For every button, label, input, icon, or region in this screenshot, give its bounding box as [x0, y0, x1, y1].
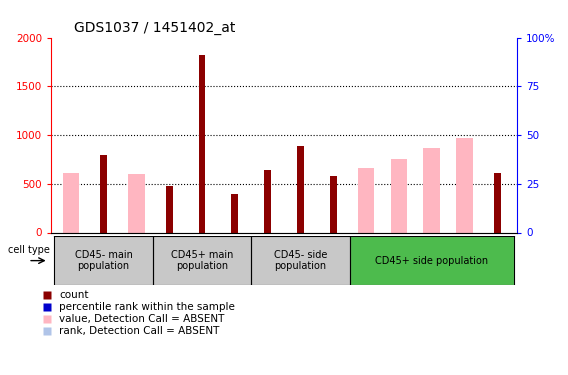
Bar [358, 168, 374, 232]
Bar [128, 174, 145, 232]
Text: cell type: cell type [8, 245, 49, 255]
Bar [231, 195, 238, 232]
Bar [349, 236, 513, 285]
Bar [423, 148, 440, 232]
Text: percentile rank within the sample: percentile rank within the sample [59, 302, 235, 312]
Text: CD45- main
population: CD45- main population [74, 250, 132, 272]
Bar [391, 159, 407, 232]
Text: CD45- side
population: CD45- side population [274, 250, 327, 272]
Text: CD45+ main
population: CD45+ main population [171, 250, 233, 272]
Bar [55, 236, 153, 285]
Bar [199, 55, 206, 232]
Bar [297, 146, 304, 232]
Bar [153, 236, 251, 285]
Bar [62, 173, 79, 232]
Bar [494, 173, 500, 232]
Text: rank, Detection Call = ABSENT: rank, Detection Call = ABSENT [59, 326, 220, 336]
Bar [264, 170, 271, 232]
Text: CD45+ side population: CD45+ side population [375, 256, 488, 266]
Text: count: count [59, 290, 89, 300]
Bar [456, 138, 473, 232]
Bar [166, 186, 173, 232]
Text: GDS1037 / 1451402_at: GDS1037 / 1451402_at [74, 21, 236, 35]
Bar [251, 236, 349, 285]
Text: value, Detection Call = ABSENT: value, Detection Call = ABSENT [59, 314, 225, 324]
Bar [330, 176, 337, 232]
Bar [100, 154, 107, 232]
